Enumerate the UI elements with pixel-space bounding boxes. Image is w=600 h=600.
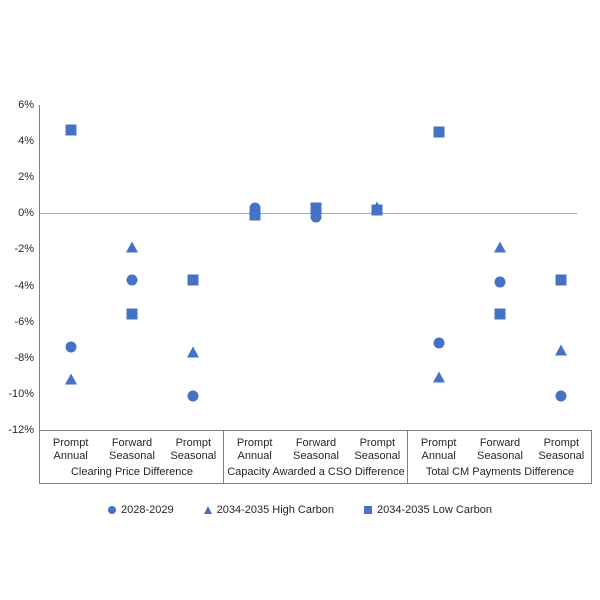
data-point-triangle [64, 373, 77, 385]
label-table-bottom-line [39, 483, 592, 484]
data-point-triangle [555, 344, 568, 356]
data-point-circle [310, 211, 322, 223]
data-point-circle [555, 390, 567, 402]
data-point-circle [187, 390, 199, 402]
data-point-square [126, 308, 138, 320]
group-separator-line [223, 430, 224, 483]
data-point-square [187, 274, 199, 286]
y-tick-label: 0% [18, 207, 34, 220]
axis-group-label: Total CM Payments Difference [425, 466, 575, 478]
category-tick-label: Forward Seasonal [293, 437, 339, 462]
legend-item: 2034-2035 High Carbon [203, 503, 335, 517]
y-tick-label: -10% [8, 387, 34, 400]
data-point-triangle [126, 241, 138, 253]
legend-circle-icon [107, 506, 116, 514]
data-point-circle [494, 276, 506, 288]
data-point-square [371, 204, 383, 216]
data-point-triangle [432, 371, 445, 383]
y-tick-label: -8% [14, 351, 34, 364]
legend-item-label: 2034-2035 Low Carbon [377, 504, 492, 516]
data-point-square [65, 124, 77, 136]
data-point-triangle [494, 241, 506, 253]
axis-group-label: Clearing Price Difference [70, 466, 194, 478]
legend-item-label: 2028-2029 [120, 504, 174, 516]
legend-item-label: 2034-2035 High Carbon [216, 504, 335, 516]
y-tick-label: 4% [18, 135, 34, 148]
data-point-square [433, 126, 445, 138]
legend-item: 2034-2035 Low Carbon [364, 503, 492, 517]
y-axis-line [39, 105, 40, 483]
data-point-triangle [187, 346, 200, 358]
zero-gridline [40, 212, 577, 214]
data-point-square [555, 274, 567, 286]
data-point-square [249, 209, 261, 221]
legend: 2028-2029 2034-2035 High Carbon 2034-2035 … [0, 503, 600, 517]
y-tick-label: -2% [14, 243, 34, 256]
data-point-square [310, 202, 322, 214]
category-tick-label: Forward Seasonal [477, 437, 523, 462]
y-tick-label: 2% [18, 171, 34, 184]
y-tick-label: -4% [14, 279, 34, 292]
category-tick-label: Prompt Seasonal [354, 437, 401, 462]
category-tick-label: Prompt Seasonal [538, 437, 585, 462]
y-tick-label: 6% [18, 99, 34, 111]
category-tick-label: Prompt Annual [52, 437, 89, 462]
data-point-square [494, 308, 506, 320]
category-tick-label: Forward Seasonal [109, 437, 155, 462]
category-tick-label: Prompt Annual [236, 437, 273, 462]
x-axis-line [39, 430, 592, 431]
data-point-triangle [248, 203, 261, 215]
group-separator-line [591, 430, 592, 483]
data-point-circle [126, 274, 138, 286]
axis-group-label: Capacity Awarded a CSO Difference [227, 466, 405, 478]
legend-square-icon [364, 506, 373, 514]
group-separator-line [407, 430, 408, 483]
category-tick-label: Prompt Seasonal [170, 437, 217, 462]
data-point-circle [65, 341, 77, 353]
legend-item: 2028-2029 [107, 503, 174, 517]
data-point-circle [433, 337, 445, 349]
y-tick-label: -12% [8, 424, 34, 436]
legend-triangle-icon [203, 506, 212, 514]
y-tick-label: -6% [14, 315, 34, 328]
category-tick-label: Prompt Annual [420, 437, 457, 462]
